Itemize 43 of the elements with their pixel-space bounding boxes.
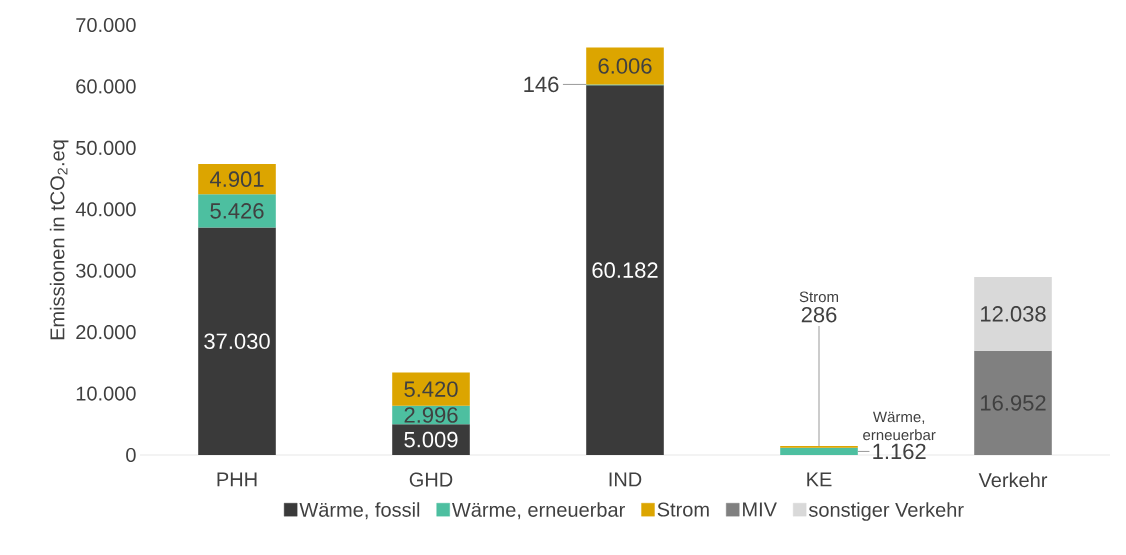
legend-label: Wärme, erneuerbar (451, 502, 625, 520)
y-tick-label: 40.000 (75, 202, 136, 217)
data-label: 5.420 (404, 381, 458, 397)
bar (198, 164, 276, 195)
y-tick-label: 0 (126, 447, 136, 463)
data-label: 5.009 (404, 431, 458, 448)
bar (974, 276, 1052, 351)
legend-label: sonstiger Verkehr (808, 502, 964, 521)
bar (198, 227, 276, 455)
data-label: 6.006 (598, 58, 652, 74)
data-label: 12.038 (981, 306, 1046, 322)
x-tick-label: KE (807, 472, 832, 487)
data-label: 16.952 (981, 395, 1046, 411)
data-label: 60.182 (592, 262, 658, 278)
y-tick-label: 60.000 (76, 79, 136, 94)
x-tick-label: Verkehr (978, 472, 1048, 488)
data-label: 4.901 (209, 171, 264, 187)
annotation: Wärme, erneuerbar (863, 411, 936, 441)
bar (392, 372, 470, 406)
y-tick-label: 70.000 (76, 17, 136, 33)
x-tick-label: GHD (409, 472, 453, 487)
y-tick-label: 10.000 (76, 386, 136, 401)
data-label: 37.030 (204, 333, 270, 350)
data-label: 146 (524, 76, 559, 93)
data-label: 5.426 (210, 203, 264, 219)
annotation: Strom (799, 291, 839, 303)
y-axis-title: Emissionen in tCO$_{2}$.eq (49, 140, 69, 340)
bar (780, 447, 858, 455)
bar (198, 194, 276, 228)
y-tick-label: 50.000 (76, 140, 136, 155)
y-tick-label: 30.000 (76, 263, 136, 278)
legend-label: Wärme, fossil (299, 502, 420, 520)
data-label: 1.162 (873, 443, 926, 460)
legend-label: MIV (743, 502, 777, 517)
x-tick-label: PHH (217, 472, 257, 487)
data-label: 286 (801, 306, 837, 323)
bar (586, 85, 664, 455)
legend-label: Strom (657, 502, 709, 517)
x-tick-label: IND (609, 472, 642, 487)
data-label: 2.996 (404, 407, 458, 423)
y-tick-label: 20.000 (76, 325, 136, 340)
bar (392, 424, 470, 455)
bar (974, 350, 1052, 455)
